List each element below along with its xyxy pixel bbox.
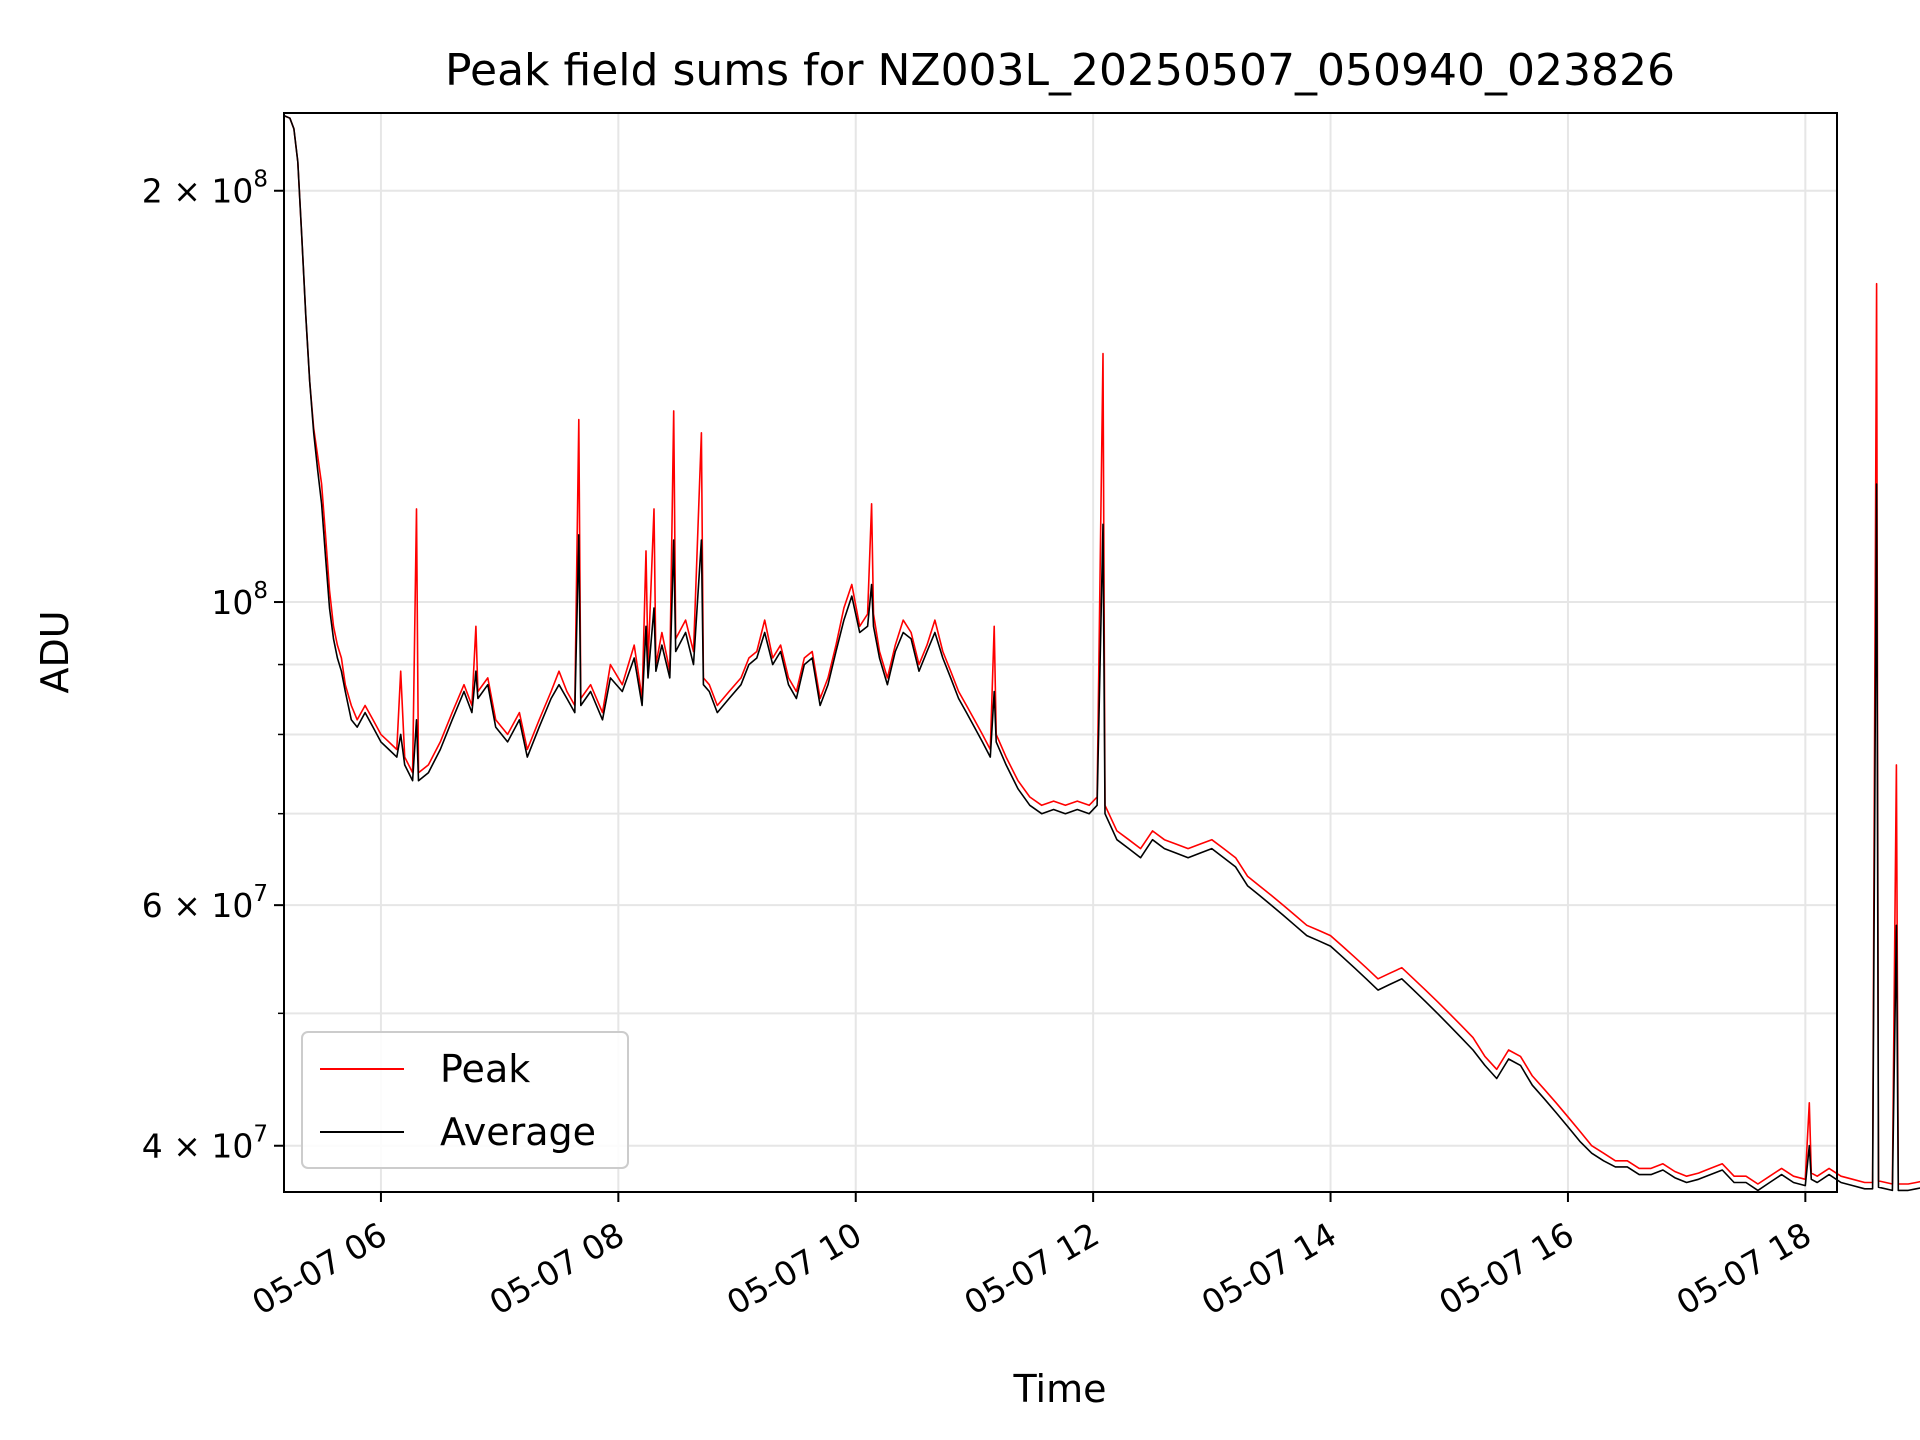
plot-frame xyxy=(283,112,1838,1193)
plot-area xyxy=(283,114,1920,1192)
legend-label-peak: Peak xyxy=(440,1047,530,1091)
chart-title: Peak field sums for NZ003L_20250507_0509… xyxy=(445,45,1675,96)
grid xyxy=(284,113,1837,1192)
y-tick-label: 2 × 108 xyxy=(142,167,268,211)
legend-label-average: Average xyxy=(440,1110,596,1154)
series-line-peak xyxy=(283,114,1920,1185)
ticks xyxy=(274,189,1807,1202)
y-tick-label: 108 xyxy=(211,578,268,622)
y-tick-label: 6 × 107 xyxy=(142,881,268,925)
x-axis-label: Time xyxy=(1013,1367,1107,1411)
y-axis-label: ADU xyxy=(33,610,77,693)
series-line-average xyxy=(283,114,1920,1192)
y-tick-label: 4 × 107 xyxy=(142,1122,268,1166)
legend: Peak Average xyxy=(301,1031,629,1169)
legend-box xyxy=(301,1031,629,1169)
